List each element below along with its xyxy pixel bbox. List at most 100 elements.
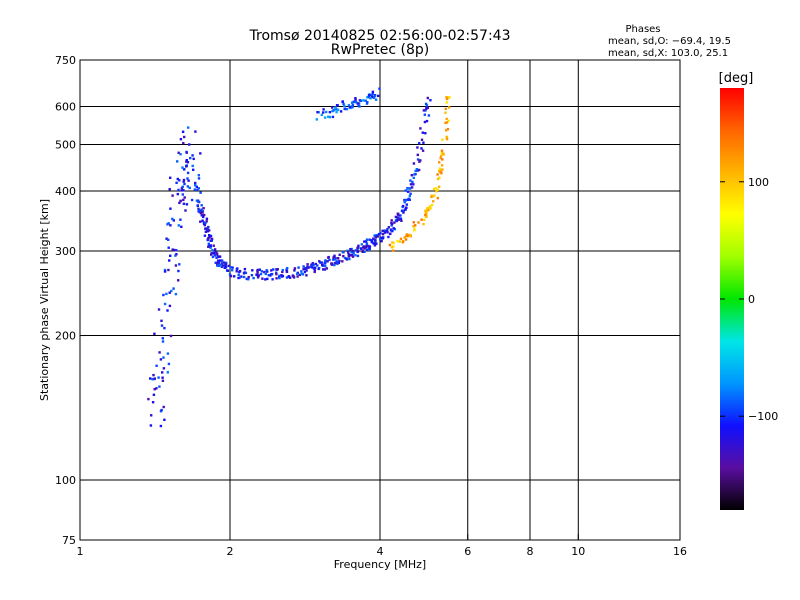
data-point — [372, 95, 375, 99]
data-point — [169, 224, 172, 227]
data-point — [187, 126, 190, 129]
data-point — [341, 100, 344, 103]
data-point — [404, 208, 407, 211]
data-point — [359, 99, 362, 102]
data-point — [316, 111, 319, 114]
data-point — [436, 196, 439, 200]
data-point — [408, 187, 412, 190]
data-point — [166, 223, 169, 226]
data-point — [379, 237, 382, 241]
data-point — [406, 190, 410, 193]
data-point — [175, 181, 178, 184]
data-point — [440, 164, 444, 167]
data-point — [231, 266, 234, 269]
data-point — [200, 204, 203, 207]
data-point — [417, 168, 421, 172]
data-point — [406, 234, 409, 238]
data-point — [167, 238, 170, 241]
scatter-points — [147, 87, 451, 428]
data-point — [278, 274, 281, 278]
data-point — [370, 240, 373, 244]
data-point — [445, 96, 448, 99]
data-point — [389, 232, 392, 235]
data-point — [306, 263, 309, 266]
data-point — [183, 135, 186, 139]
data-point — [385, 229, 389, 233]
data-point — [172, 219, 175, 222]
data-point — [409, 192, 412, 195]
data-point — [398, 240, 402, 243]
data-point — [304, 266, 308, 270]
data-point — [229, 266, 232, 269]
data-point — [445, 97, 449, 101]
data-point — [178, 263, 181, 266]
data-point — [159, 358, 163, 361]
data-point — [357, 244, 360, 247]
data-point — [251, 269, 254, 272]
data-point — [159, 424, 163, 428]
data-point — [160, 324, 164, 327]
data-point — [276, 268, 279, 271]
data-point — [421, 149, 425, 152]
data-point — [423, 218, 426, 222]
data-point — [183, 196, 186, 199]
data-point — [368, 238, 371, 241]
data-point — [210, 239, 213, 242]
data-point — [305, 274, 308, 277]
data-point — [347, 253, 350, 256]
data-point — [365, 244, 368, 247]
data-point — [202, 222, 206, 225]
data-point — [379, 232, 382, 235]
data-point — [308, 265, 312, 269]
data-point — [356, 250, 359, 254]
data-point — [302, 268, 305, 271]
data-point — [285, 268, 288, 271]
data-point — [185, 165, 188, 168]
data-point — [413, 227, 416, 230]
data-point — [399, 217, 403, 221]
data-point — [281, 268, 284, 272]
data-point — [425, 107, 428, 110]
data-point — [214, 261, 217, 264]
data-point — [448, 96, 451, 99]
data-point — [320, 113, 323, 117]
data-point — [202, 221, 206, 224]
data-point — [446, 128, 450, 131]
data-point — [354, 98, 357, 101]
data-point — [349, 254, 353, 257]
data-point — [368, 247, 371, 250]
legend-line-o: mean, sd,O: −69.4, 19.5 — [608, 36, 731, 47]
data-point — [233, 275, 236, 278]
data-point — [418, 142, 421, 145]
data-point — [261, 277, 264, 280]
data-point — [387, 226, 390, 229]
data-point — [365, 245, 368, 249]
data-point — [350, 105, 354, 108]
data-point — [364, 240, 368, 243]
data-point — [169, 176, 172, 179]
data-point — [354, 254, 357, 257]
data-point — [187, 179, 190, 182]
data-point — [211, 255, 215, 259]
data-point — [370, 95, 374, 99]
data-point — [356, 102, 359, 105]
data-point — [324, 259, 327, 262]
data-point — [335, 260, 338, 263]
data-point — [280, 274, 283, 277]
data-point — [386, 231, 389, 234]
y-tick-label: 500 — [55, 139, 76, 152]
data-point — [345, 257, 348, 260]
data-point — [345, 107, 349, 111]
data-point — [186, 171, 190, 175]
data-point — [349, 248, 352, 251]
data-point — [169, 334, 173, 338]
data-point — [337, 261, 340, 264]
data-point — [293, 267, 297, 270]
data-point — [336, 257, 340, 260]
data-point — [245, 277, 248, 281]
data-point — [332, 256, 335, 259]
data-point — [210, 253, 213, 256]
data-point — [362, 245, 366, 248]
data-point — [220, 262, 223, 265]
data-point — [355, 101, 358, 104]
